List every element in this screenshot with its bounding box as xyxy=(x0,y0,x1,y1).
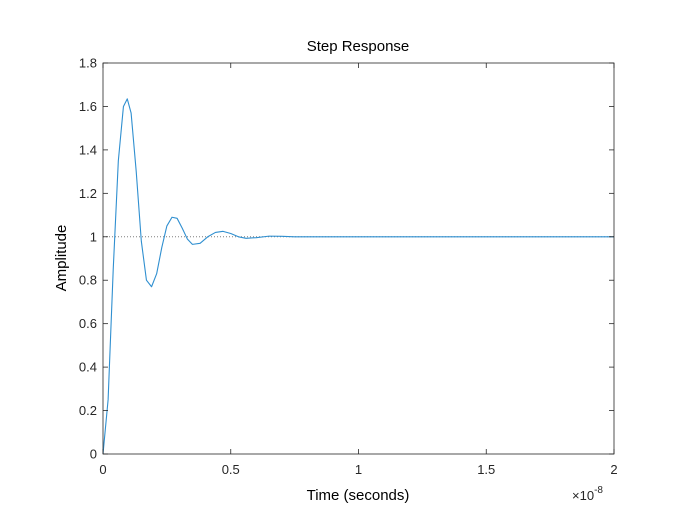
x-axis-label: Time (seconds) xyxy=(307,487,410,504)
x-tick-label: 1.5 xyxy=(477,462,495,477)
x-tick-label: 2 xyxy=(610,462,617,477)
chart-title: Step Response xyxy=(307,38,410,55)
x-tick-label: 0 xyxy=(99,462,106,477)
y-tick-label: 0.8 xyxy=(79,273,97,288)
y-tick-label: 0.6 xyxy=(79,316,97,331)
plot-area xyxy=(103,63,614,454)
plot-content xyxy=(102,98,614,455)
step-response-line xyxy=(102,98,614,455)
y-tick-label: 1.6 xyxy=(79,99,97,114)
y-tick-label: 0.2 xyxy=(79,403,97,418)
y-axis-label: Amplitude xyxy=(53,225,70,292)
x-tick-label: 1 xyxy=(355,462,362,477)
y-tick-label: 1 xyxy=(90,229,97,244)
y-tick-label: 1.2 xyxy=(79,186,97,201)
y-tick-label: 0 xyxy=(90,447,97,462)
x-axis-exponent-label: ×10-8 xyxy=(572,485,603,503)
x-axis-ticks: 0 0.5 1 1.5 2 xyxy=(99,63,618,477)
y-axis-ticks: 0 0.2 0.4 0.6 0.8 1 1.2 1.4 1.6 1.8 xyxy=(79,56,614,462)
x-tick-label: 0.5 xyxy=(222,462,240,477)
y-tick-label: 0.4 xyxy=(79,360,97,375)
y-tick-label: 1.4 xyxy=(79,142,97,157)
y-tick-label: 1.8 xyxy=(79,56,97,71)
x-axis-exponent-base: ×10 xyxy=(572,488,594,503)
x-axis-exponent-power: -8 xyxy=(594,485,603,496)
